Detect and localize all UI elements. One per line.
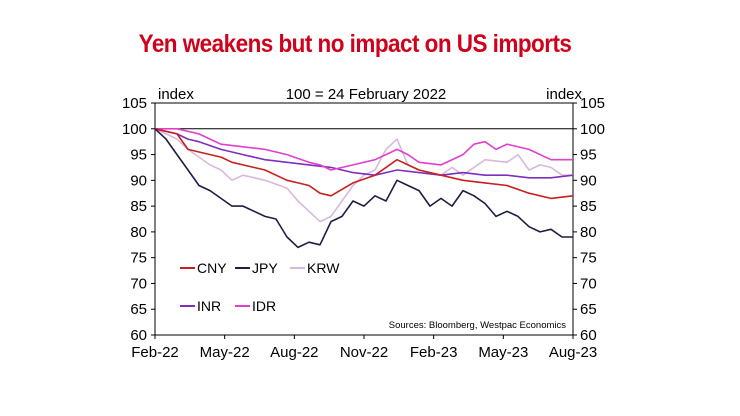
y-axis-label-left: index [158, 86, 194, 103]
legend-label-krw: KRW [307, 260, 340, 276]
y-tick-label-left: 80 [130, 224, 147, 241]
legend-label-inr: INR [197, 298, 221, 314]
y-tick-label-left: 60 [130, 327, 147, 344]
y-tick-label-right: 100 [580, 121, 605, 138]
y-tick-label-right: 85 [580, 198, 597, 215]
source-note: Sources: Bloomberg, Westpac Economics [389, 320, 566, 331]
y-tick-label-right: 75 [580, 250, 597, 267]
series-line-jpy [154, 128, 573, 249]
chart-title: Yen weakens but no impact on US imports [138, 30, 572, 58]
x-tick-label: Feb-22 [131, 344, 179, 361]
y-tick-label-right: 80 [580, 224, 597, 241]
series-line-inr [154, 128, 574, 179]
y-tick-label-right: 65 [580, 301, 597, 318]
y-tick-label-left: 105 [122, 95, 147, 112]
series-line-krw [154, 128, 573, 223]
x-tick-label: May-22 [200, 344, 250, 361]
y-tick-label-left: 70 [130, 275, 147, 292]
legend-label-cny: CNY [197, 260, 227, 276]
y-tick-label-right: 90 [580, 172, 597, 189]
y-tick-label-right: 95 [580, 147, 597, 164]
legend-label-idr: IDR [252, 298, 276, 314]
y-tick-label-left: 100 [122, 121, 147, 138]
x-tick-label: Aug-23 [549, 344, 597, 361]
y-tick-label-left: 95 [130, 147, 147, 164]
x-tick-label: Feb-23 [410, 344, 458, 361]
x-tick-label: Aug-22 [270, 344, 318, 361]
y-axis-label-right: index [546, 86, 582, 103]
legend-label-jpy: JPY [252, 260, 278, 276]
chart-subtitle: 100 = 24 February 2022 [286, 86, 447, 103]
y-tick-label-left: 90 [130, 172, 147, 189]
series-line-cny [154, 128, 574, 200]
y-tick-label-right: 105 [580, 95, 605, 112]
y-tick-label-left: 75 [130, 250, 147, 267]
x-tick-label: May-23 [478, 344, 528, 361]
x-tick-label: Nov-22 [340, 344, 388, 361]
y-tick-label-right: 70 [580, 275, 597, 292]
y-tick-label-left: 85 [130, 198, 147, 215]
series-line-idr [155, 128, 573, 171]
y-tick-label-right: 60 [580, 327, 597, 344]
y-tick-label-left: 65 [130, 301, 147, 318]
